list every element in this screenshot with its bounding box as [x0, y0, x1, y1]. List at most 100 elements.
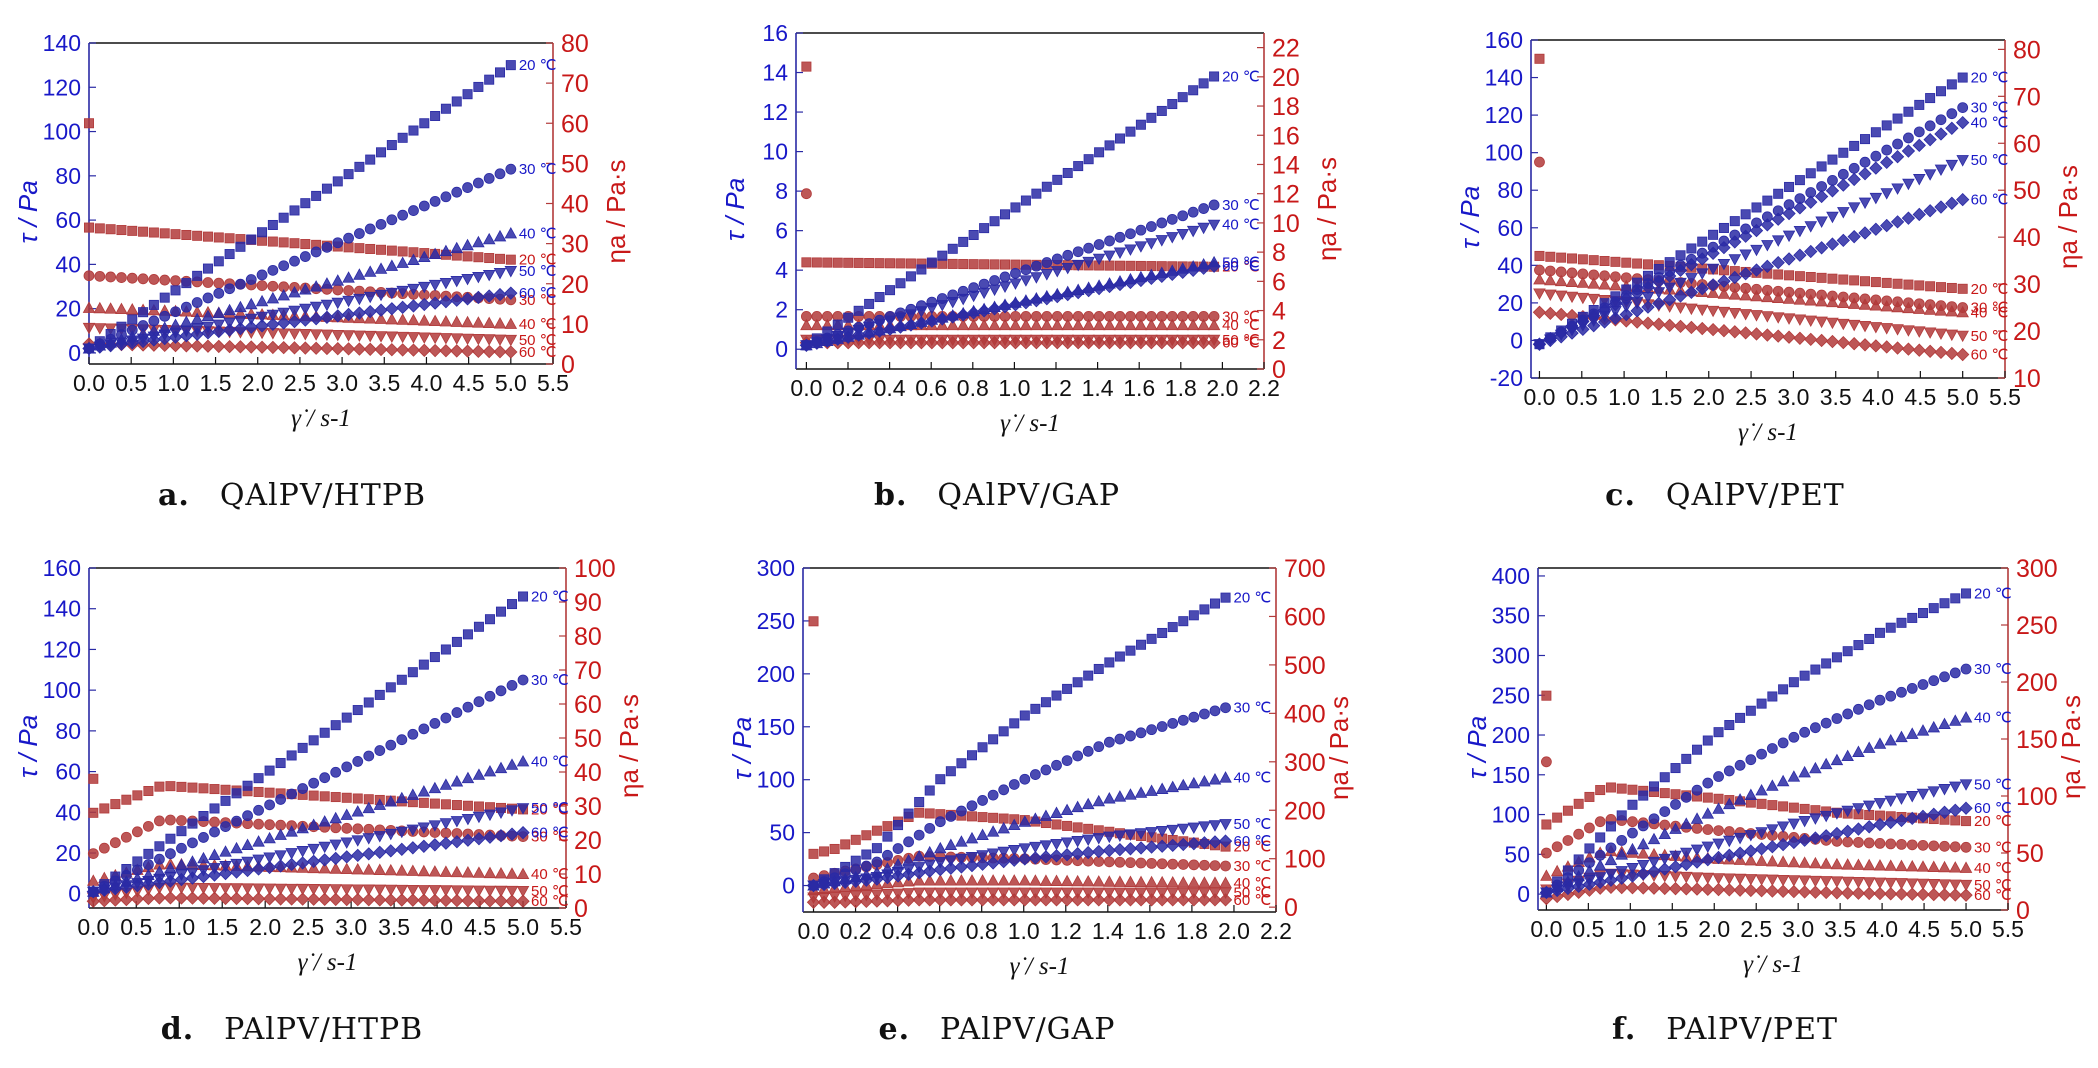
eta-0-point-6 — [864, 258, 875, 269]
tau-4-point-0 — [1532, 337, 1547, 351]
left-y-tick-label: 80 — [55, 163, 81, 189]
tau-0-point-26 — [1073, 161, 1084, 172]
tau-4-point-13 — [1673, 289, 1688, 303]
tau-4-point-25 — [1808, 831, 1823, 845]
tau-4-point-5 — [1593, 875, 1607, 889]
tau-3-point-25 — [362, 833, 376, 845]
eta-2-point-23 — [1050, 874, 1063, 886]
tau-series-4: 60 ℃ — [1532, 192, 2009, 351]
eta-4-point-14 — [954, 893, 969, 907]
tau-2-point-8 — [1626, 842, 1639, 855]
eta-4-point-0 — [86, 894, 100, 908]
tau-2-point-12 — [1663, 269, 1677, 283]
tau-0-point-16 — [968, 230, 979, 241]
tau-1-point-19 — [1008, 779, 1020, 790]
tau-3-point-33 — [1895, 793, 1908, 805]
tau-4-point-32 — [1134, 273, 1148, 288]
left-y-tick-label: 140 — [43, 596, 81, 622]
tau-4-point-25 — [1061, 287, 1075, 302]
x-tick-label: 1.0 — [157, 370, 189, 396]
right-y-tick-label: 200 — [2016, 669, 2058, 697]
eta-4-point-8 — [891, 893, 905, 908]
eta-3-point-17 — [274, 883, 287, 896]
tau-4-point-13 — [944, 861, 958, 875]
tau-4-point-1 — [1550, 883, 1564, 898]
tau-0-point-20 — [1751, 202, 1762, 213]
eta-series-label: 40 ℃ — [1234, 875, 1272, 892]
right-y-tick-label: 12 — [1272, 181, 1300, 209]
tau-series-label: 60 ℃ — [1971, 192, 2009, 209]
tau-4-point-4 — [130, 878, 145, 893]
eta-4-point-28 — [1836, 335, 1850, 350]
tau-4-point-8 — [168, 330, 183, 344]
eta-1-point-38 — [1949, 841, 1961, 853]
eta-0-point-3 — [1567, 253, 1578, 264]
tau-1-point-24 — [1051, 253, 1063, 265]
eta-3-point-30 — [1862, 877, 1876, 889]
eta-0-point-8 — [1627, 784, 1638, 795]
eta-3-point-10 — [197, 882, 210, 895]
tau-4-point-3 — [1565, 326, 1579, 340]
eta-4-point-38 — [1945, 346, 1959, 361]
tau-0-point-16 — [977, 742, 988, 753]
eta-3-point-37 — [1198, 887, 1211, 900]
tau-0-point-6 — [871, 843, 882, 854]
eta-4-point-27 — [384, 893, 398, 907]
tau-4-point-30 — [1113, 277, 1127, 292]
tau-3-point-30 — [1858, 197, 1872, 210]
tau-3-point-37 — [1934, 164, 1948, 177]
tau-1-point-10 — [1648, 813, 1660, 825]
tau-1-point-39 — [1960, 663, 1972, 675]
eta-4-point-30 — [417, 893, 431, 907]
tau-3-point-12 — [1669, 850, 1682, 863]
x-tick-label: 0.0 — [1523, 384, 1555, 410]
tau-3-point-8 — [1626, 863, 1639, 875]
left-y-tick-label: 120 — [43, 636, 81, 662]
tau-4-point-18 — [987, 302, 1002, 316]
x-tick-label: 1.5 — [1650, 384, 1682, 410]
tau-0-point-23 — [341, 712, 352, 723]
eta-4-point-18 — [1733, 883, 1747, 897]
eta-4-point-33 — [439, 344, 453, 358]
tau-0-point-39 — [518, 591, 529, 602]
eta-2-point-27 — [1092, 875, 1106, 887]
tau-1-point-29 — [407, 728, 419, 740]
panel-caption-text: QAlPV/PET — [1665, 478, 1845, 513]
eta-2-point-21 — [1766, 854, 1779, 867]
tau-1-point-17 — [987, 789, 999, 801]
tau-0-point-27 — [1093, 663, 1104, 674]
eta-2-point-33 — [1891, 300, 1904, 313]
left-y-tick-label: 120 — [43, 74, 81, 100]
eta-3-point-24 — [351, 884, 365, 896]
eta-0-point-28 — [1838, 274, 1849, 285]
tau-3-point-22 — [1771, 235, 1785, 247]
chart-panel-f: 0.0 0.5 1.0 1.5 2.0 2.5 3.0 3.5 4.0 4.5 5.0 5.50501… — [1462, 555, 2086, 978]
eta-4-point-37 — [482, 344, 496, 359]
eta-2-point-25 — [1071, 874, 1084, 887]
tau-3-point-14 — [241, 856, 254, 869]
eta-0-point-0 — [84, 222, 94, 233]
tau-4-point-36 — [483, 830, 497, 844]
tau-1-point-8 — [1627, 827, 1638, 839]
tau-0-point-15 — [253, 773, 264, 784]
tau-0-point-12 — [213, 256, 224, 267]
tau-3-point-12 — [1663, 282, 1676, 295]
chart-panel-d: 0.0 0.5 1.0 1.5 2.0 2.5 3.0 3.5 4.0 4.5 5.0 5.50204… — [13, 555, 644, 976]
eta-2-point-30 — [1858, 298, 1872, 310]
tau-2-point-39 — [1219, 771, 1232, 783]
tau-2-point-9 — [180, 315, 193, 327]
x-tick-label: 1.0 — [1614, 916, 1646, 942]
eta-2-point-38 — [1197, 318, 1210, 331]
tau-4-point-25 — [362, 847, 376, 861]
right-y-tick-label: 50 — [2013, 177, 2041, 205]
eta-2-point-31 — [1873, 859, 1887, 871]
tau-1-point-32 — [1135, 224, 1147, 236]
eta-0-point-29 — [397, 246, 408, 257]
right-y-tick-label: 30 — [561, 231, 589, 259]
tau-4-point-31 — [1873, 817, 1887, 832]
eta-2-point-27 — [1826, 295, 1839, 308]
eta-3-point-28 — [395, 884, 409, 897]
tau-2-point-35 — [461, 238, 474, 251]
tau-1-point-25 — [1809, 722, 1821, 734]
eta-0-point-18 — [278, 237, 289, 248]
